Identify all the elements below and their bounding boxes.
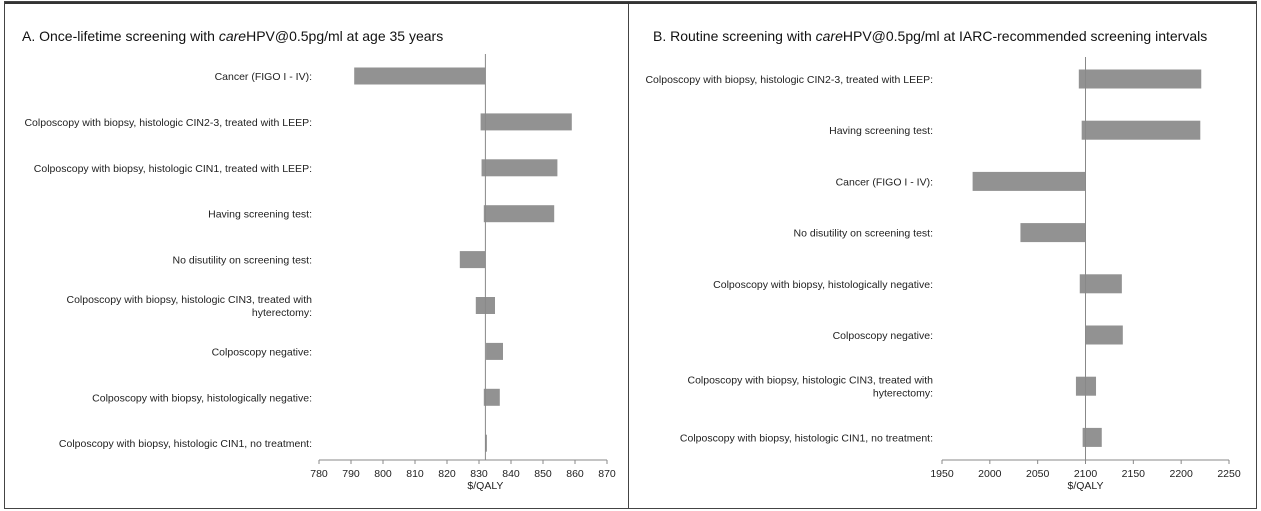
panel-b-x-tick-label-7: 2250 (1217, 468, 1241, 480)
figure-frame (4, 1, 1257, 509)
panel-a-category-label-5: No disutility on screening test: (173, 255, 312, 267)
panel-a-category-label-2: Colposcopy with biopsy, histologic CIN2-… (24, 117, 312, 129)
panel-b-category-label-2: Having screening test: (829, 125, 933, 137)
panel-b-x-tick-label-4: 2100 (1074, 468, 1098, 480)
panel-b-x-tick-label-3: 2050 (1026, 468, 1050, 480)
panel-b-category-label-4: No disutility on screening test: (794, 228, 933, 240)
panel-a-category-label-7: Colposcopy negative: (212, 346, 312, 358)
panel-b-category-label-7-line-2: hyterectomy: (873, 388, 933, 400)
panel-b-x-tick-label-2: 2000 (978, 468, 1002, 480)
panel-a-category-label-3: Colposcopy with biopsy, histologic CIN1,… (34, 163, 312, 175)
panel-b-category-label-1: Colposcopy with biopsy, histologic CIN2-… (645, 74, 933, 86)
panel-b-x-tick-label-5: 2150 (1122, 468, 1146, 480)
panel-a-x-tick-label-9: 860 (566, 468, 584, 480)
panel-b-title-suffix: HPV@0.5pg/ml at IARC-recommended screeni… (842, 28, 1208, 44)
panel-a-bar-8 (483, 388, 500, 406)
panel-divider (628, 4, 629, 509)
panel-b-bar-4 (1020, 223, 1086, 243)
panel-b-x-tick-label-1: 1950 (930, 468, 954, 480)
panel-a-x-tick-label-1: 780 (310, 468, 328, 480)
panel-a-x-tick-label-4: 810 (406, 468, 424, 480)
panel-b-bar-6 (1085, 325, 1123, 345)
panel-b-x-axis-label: $/QALY (1068, 480, 1104, 492)
panel-a-title: A. Once-lifetime screening with careHPV@… (22, 28, 443, 44)
panel-a-x-tick-label-5: 820 (438, 468, 456, 480)
panel-a-category-label-9: Colposcopy with biopsy, histologic CIN1,… (59, 438, 312, 450)
panel-b-category-label-8: Colposcopy with biopsy, histologic CIN1,… (680, 432, 933, 444)
panel-b-title-prefix: B. Routine screening with (653, 28, 816, 44)
panel-a-x-tick-label-7: 840 (502, 468, 520, 480)
panel-a-x-tick-label-10: 870 (598, 468, 616, 480)
panel-b-bar-8 (1082, 427, 1102, 447)
panel-b-bar-5 (1079, 274, 1122, 294)
panel-a-title-prefix: A. Once-lifetime screening with (22, 28, 219, 44)
panel-a-title-suffix: HPV@0.5pg/ml at age 35 years (246, 28, 444, 44)
panel-a-bar-3 (481, 159, 558, 177)
frame-top-rule (4, 1, 1257, 4)
panel-a-category-label-6-line-1: Colposcopy with biopsy, histologic CIN3,… (66, 294, 312, 306)
panel-a-title-italic: care (218, 28, 247, 44)
panel-a-category-label-1: Cancer (FIGO I - IV): (215, 71, 312, 83)
panel-a-bar-5 (459, 251, 486, 269)
panel-b-x-tick-label-6: 2200 (1169, 468, 1193, 480)
panel-b-title-italic: care (815, 28, 843, 44)
panel-a-bar-4 (483, 205, 555, 223)
panel-a-category-label-4: Having screening test: (208, 209, 312, 221)
panel-a-bar-2 (480, 113, 572, 131)
panel-a-category-label-8: Colposcopy with biopsy, histologically n… (92, 392, 312, 404)
panel-b-category-label-3: Cancer (FIGO I - IV): (836, 176, 933, 188)
panel-a-x-tick-label-3: 800 (374, 468, 392, 480)
panel-b-bar-1 (1078, 69, 1202, 89)
panel-b-title: B. Routine screening with careHPV@0.5pg/… (653, 28, 1207, 44)
panel-b-category-label-7-line-1: Colposcopy with biopsy, histologic CIN3,… (687, 375, 933, 387)
panel-a-category-label-6-line-2: hyterectomy: (252, 307, 312, 319)
panel-a-x-axis-label: $/QALY (467, 480, 503, 492)
panel-b-category-label-5: Colposcopy with biopsy, histologically n… (713, 279, 933, 291)
panel-b-bar-2 (1081, 120, 1201, 140)
panel-a-x-tick-label-6: 830 (470, 468, 488, 480)
panel-a-bar-7 (486, 342, 503, 360)
panel-b-bar-3 (972, 171, 1086, 191)
panel-a-bar-9 (485, 434, 487, 452)
panel-a-x-tick-label-2: 790 (342, 468, 360, 480)
panel-a-x-tick-label-8: 850 (534, 468, 552, 480)
panel-a-bar-1 (354, 67, 486, 85)
panel-b-category-label-6: Colposcopy negative: (833, 330, 933, 342)
